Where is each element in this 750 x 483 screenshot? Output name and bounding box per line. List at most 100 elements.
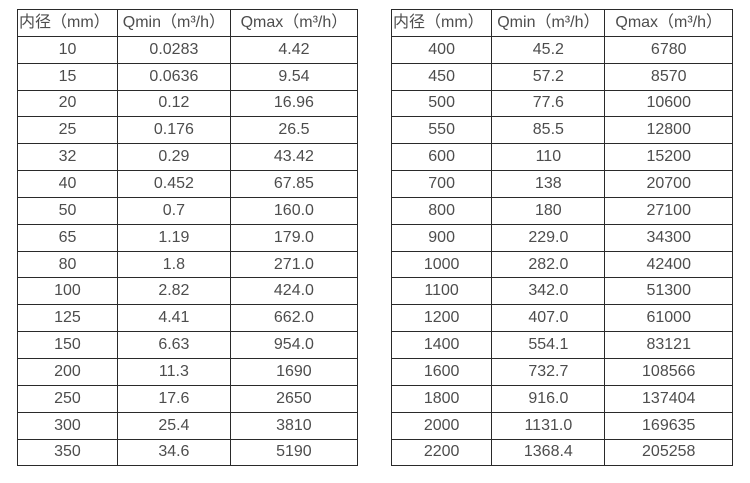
cell-qmin: 1.8 (116, 250, 231, 279)
cell-qmax: 15200 (604, 143, 733, 172)
header-diameter: 内径（mm） (17, 9, 118, 37)
table-row: 700 138 20700 (390, 170, 733, 198)
table-row: 900 229.0 34300 (390, 223, 733, 252)
table-row: 15 0.0636 9.54 (17, 62, 359, 91)
table-row: 125 4.41 662.0 (17, 304, 359, 333)
cell-diameter: 80 (17, 250, 118, 279)
cell-diameter: 500 (390, 89, 493, 118)
cell-diameter: 200 (17, 357, 118, 386)
cell-diameter: 125 (17, 304, 118, 333)
cell-qmin: 4.41 (116, 304, 231, 333)
cell-qmax: 9.54 (229, 62, 359, 91)
cell-qmin: 77.6 (491, 89, 606, 118)
cell-qmin: 57.2 (491, 62, 606, 91)
cell-qmax: 2650 (229, 384, 359, 413)
cell-qmax: 4.42 (229, 35, 359, 64)
cell-qmax: 424.0 (229, 277, 359, 306)
cell-qmin: 554.1 (491, 331, 606, 359)
cell-qmin: 1.19 (116, 223, 231, 252)
table-row: 200 11.3 1690 (17, 357, 359, 386)
cell-qmax: 205258 (604, 438, 733, 467)
cell-qmin: 25.4 (116, 411, 231, 440)
cell-diameter: 32 (17, 143, 118, 172)
cell-qmax: 67.85 (229, 170, 359, 198)
cell-qmin: 11.3 (116, 357, 231, 386)
cell-qmax: 20700 (604, 170, 733, 198)
cell-qmax: 8570 (604, 62, 733, 91)
cell-qmax: 662.0 (229, 304, 359, 333)
cell-qmin: 1368.4 (491, 438, 606, 467)
cell-qmax: 16.96 (229, 89, 359, 118)
table-row: 1200 407.0 61000 (390, 304, 733, 333)
cell-qmax: 6780 (604, 35, 733, 64)
cell-diameter: 1100 (390, 277, 493, 306)
cell-qmax: 12800 (604, 116, 733, 145)
cell-qmin: 0.452 (116, 170, 231, 198)
cell-qmax: 160.0 (229, 196, 359, 225)
cell-qmax: 179.0 (229, 223, 359, 252)
cell-qmax: 271.0 (229, 250, 359, 279)
table-row: 25 0.176 26.5 (17, 116, 359, 145)
cell-qmin: 110 (491, 143, 606, 172)
cell-qmax: 51300 (604, 277, 733, 306)
cell-qmax: 26.5 (229, 116, 359, 145)
cell-diameter: 1400 (390, 331, 493, 359)
cell-qmax: 137404 (604, 384, 733, 413)
cell-qmax: 108566 (604, 357, 733, 386)
cell-qmax: 42400 (604, 250, 733, 279)
cell-qmin: 1131.0 (491, 411, 606, 440)
table-row: 10 0.0283 4.42 (17, 35, 359, 64)
table-row: 800 180 27100 (390, 196, 733, 225)
cell-diameter: 65 (17, 223, 118, 252)
table-row: 32 0.29 43.42 (17, 143, 359, 172)
table-row: 80 1.8 271.0 (17, 250, 359, 279)
table-row: 2200 1368.4 205258 (390, 438, 733, 467)
cell-diameter: 800 (390, 196, 493, 225)
cell-diameter: 20 (17, 89, 118, 118)
header-qmin: Qmin（m³/h） (491, 9, 606, 37)
cell-diameter: 1600 (390, 357, 493, 386)
cell-qmax: 1690 (229, 357, 359, 386)
cell-diameter: 550 (390, 116, 493, 145)
table-row: 300 25.4 3810 (17, 411, 359, 440)
cell-qmin: 6.63 (116, 331, 231, 359)
cell-qmax: 83121 (604, 331, 733, 359)
header-row: 内径（mm） Qmin（m³/h） Qmax（m³/h） (17, 9, 359, 37)
table-row: 50 0.7 160.0 (17, 196, 359, 225)
cell-diameter: 350 (17, 438, 118, 467)
table-row: 1100 342.0 51300 (390, 277, 733, 306)
cell-diameter: 50 (17, 196, 118, 225)
cell-qmax: 3810 (229, 411, 359, 440)
cell-qmax: 27100 (604, 196, 733, 225)
header-qmax: Qmax（m³/h） (604, 9, 733, 37)
cell-qmax: 5190 (229, 438, 359, 467)
cell-qmax: 954.0 (229, 331, 359, 359)
cell-qmin: 34.6 (116, 438, 231, 467)
header-qmax: Qmax（m³/h） (229, 9, 359, 37)
cell-qmin: 2.82 (116, 277, 231, 306)
cell-diameter: 1200 (390, 304, 493, 333)
flow-range-table-small-diameters: 内径（mm） Qmin（m³/h） Qmax（m³/h） 10 0.0283 4.42 15… (17, 9, 359, 467)
cell-qmin: 0.7 (116, 196, 231, 225)
cell-diameter: 450 (390, 62, 493, 91)
cell-qmin: 45.2 (491, 35, 606, 64)
cell-qmin: 282.0 (491, 250, 606, 279)
table-row: 1000 282.0 42400 (390, 250, 733, 279)
table-row: 1600 732.7 108566 (390, 357, 733, 386)
cell-diameter: 300 (17, 411, 118, 440)
cell-diameter: 250 (17, 384, 118, 413)
table-row: 100 2.82 424.0 (17, 277, 359, 306)
cell-qmin: 342.0 (491, 277, 606, 306)
table-row: 1800 916.0 137404 (390, 384, 733, 413)
cell-qmin: 732.7 (491, 357, 606, 386)
header-qmin: Qmin（m³/h） (116, 9, 231, 37)
cell-qmin: 0.0283 (116, 35, 231, 64)
cell-diameter: 600 (390, 143, 493, 172)
cell-diameter: 700 (390, 170, 493, 198)
cell-diameter: 10 (17, 35, 118, 64)
cell-qmin: 0.176 (116, 116, 231, 145)
cell-qmin: 17.6 (116, 384, 231, 413)
cell-qmin: 407.0 (491, 304, 606, 333)
cell-diameter: 2200 (390, 438, 493, 467)
